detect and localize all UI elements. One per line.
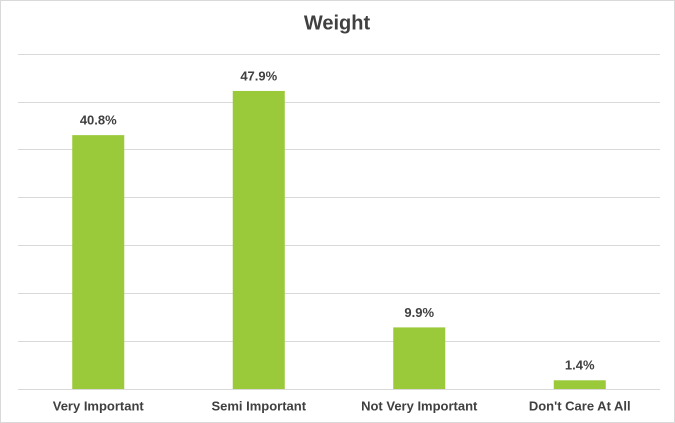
x-tick-label: Very Important [53, 398, 145, 413]
chart-title: Weight [304, 12, 371, 34]
x-tick-label: Don't Care At All [529, 398, 631, 413]
data-label: 9.9% [404, 305, 434, 320]
bar [553, 380, 606, 389]
bar [393, 327, 446, 389]
bar [72, 135, 125, 389]
x-tick-label: Semi Important [211, 398, 306, 413]
data-label: 1.4% [565, 358, 595, 373]
x-tick-label: Not Very Important [361, 398, 478, 413]
bar [232, 90, 285, 389]
data-label: 40.8% [80, 113, 117, 128]
data-label: 47.9% [240, 68, 277, 83]
